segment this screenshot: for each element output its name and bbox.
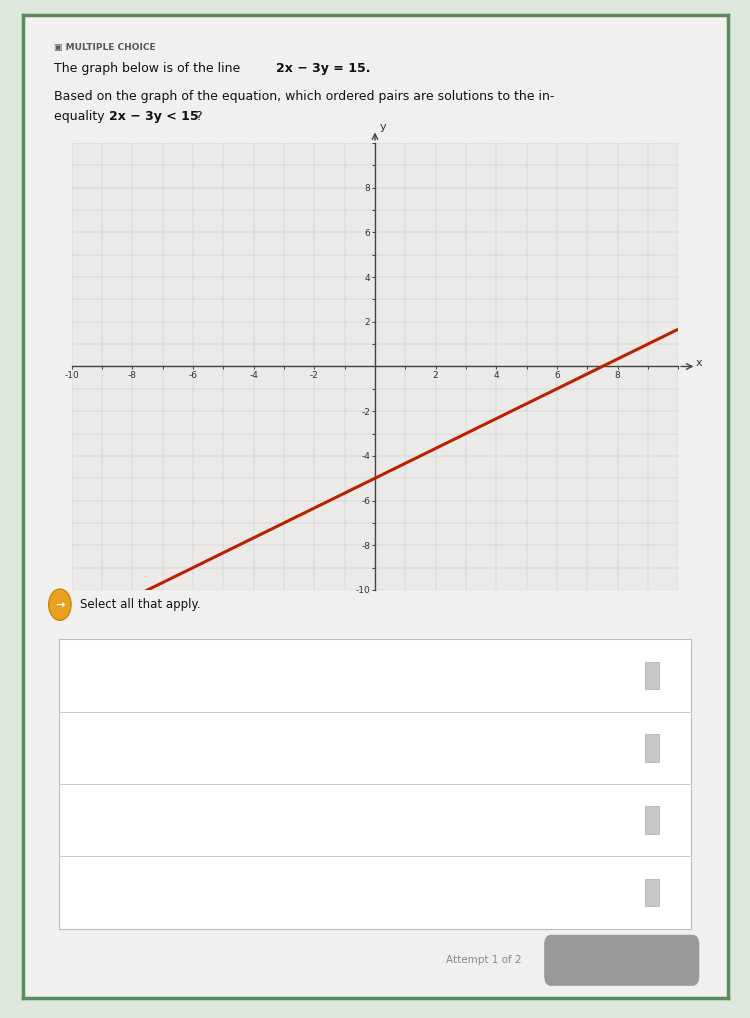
Text: (0,−5): (0,−5) xyxy=(126,886,169,899)
FancyBboxPatch shape xyxy=(59,639,691,928)
Text: C: C xyxy=(86,813,94,827)
Text: 2x − 3y < 15: 2x − 3y < 15 xyxy=(109,110,198,122)
Text: equality: equality xyxy=(54,110,109,122)
Text: Based on the graph of the equation, which ordered pairs are solutions to the in-: Based on the graph of the equation, whic… xyxy=(54,90,554,103)
Bar xyxy=(645,662,658,689)
Text: D: D xyxy=(86,886,95,899)
Bar xyxy=(645,806,658,834)
Text: ▣ MULTIPLE CHOICE: ▣ MULTIPLE CHOICE xyxy=(54,43,156,52)
Circle shape xyxy=(49,589,71,620)
Text: ?: ? xyxy=(195,110,202,122)
Text: y: y xyxy=(380,122,386,132)
Text: The graph below is of the line: The graph below is of the line xyxy=(54,62,244,75)
Text: B: B xyxy=(86,741,94,754)
Text: 2x − 3y = 15.: 2x − 3y = 15. xyxy=(276,62,370,75)
Text: x: x xyxy=(696,358,703,369)
Bar xyxy=(645,879,658,906)
Text: (2,−4): (2,−4) xyxy=(126,669,169,682)
Text: →: → xyxy=(56,600,64,610)
Text: Attempt 1 of 2: Attempt 1 of 2 xyxy=(446,955,521,965)
Text: A: A xyxy=(86,669,94,682)
FancyBboxPatch shape xyxy=(544,935,699,985)
Text: (4,−2): (4,−2) xyxy=(126,741,169,754)
Text: (5,−1): (5,−1) xyxy=(126,813,169,827)
Text: Select all that apply.: Select all that apply. xyxy=(80,599,201,611)
Text: Submit: Submit xyxy=(600,955,644,965)
Bar xyxy=(645,734,658,761)
